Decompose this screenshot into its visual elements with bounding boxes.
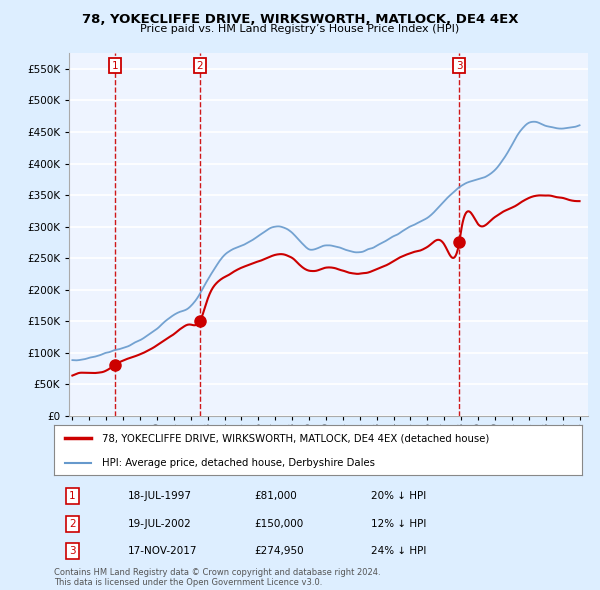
Text: £81,000: £81,000 [254, 491, 298, 502]
Text: 2: 2 [197, 61, 203, 71]
Text: 2: 2 [69, 519, 76, 529]
Text: Price paid vs. HM Land Registry’s House Price Index (HPI): Price paid vs. HM Land Registry’s House … [140, 24, 460, 34]
Text: 17-NOV-2017: 17-NOV-2017 [128, 546, 197, 556]
Text: Contains HM Land Registry data © Crown copyright and database right 2024.
This d: Contains HM Land Registry data © Crown c… [54, 568, 380, 587]
Text: £150,000: £150,000 [254, 519, 304, 529]
Text: 3: 3 [69, 546, 76, 556]
Text: 78, YOKECLIFFE DRIVE, WIRKSWORTH, MATLOCK, DE4 4EX: 78, YOKECLIFFE DRIVE, WIRKSWORTH, MATLOC… [82, 13, 518, 26]
Text: 20% ↓ HPI: 20% ↓ HPI [371, 491, 426, 502]
Text: 1: 1 [112, 61, 119, 71]
Text: HPI: Average price, detached house, Derbyshire Dales: HPI: Average price, detached house, Derb… [101, 458, 374, 468]
Text: 3: 3 [456, 61, 463, 71]
Text: 19-JUL-2002: 19-JUL-2002 [128, 519, 191, 529]
Text: 1: 1 [69, 491, 76, 502]
Text: £274,950: £274,950 [254, 546, 304, 556]
Text: 24% ↓ HPI: 24% ↓ HPI [371, 546, 426, 556]
Text: 18-JUL-1997: 18-JUL-1997 [128, 491, 192, 502]
Text: 12% ↓ HPI: 12% ↓ HPI [371, 519, 426, 529]
Text: 78, YOKECLIFFE DRIVE, WIRKSWORTH, MATLOCK, DE4 4EX (detached house): 78, YOKECLIFFE DRIVE, WIRKSWORTH, MATLOC… [101, 433, 489, 443]
